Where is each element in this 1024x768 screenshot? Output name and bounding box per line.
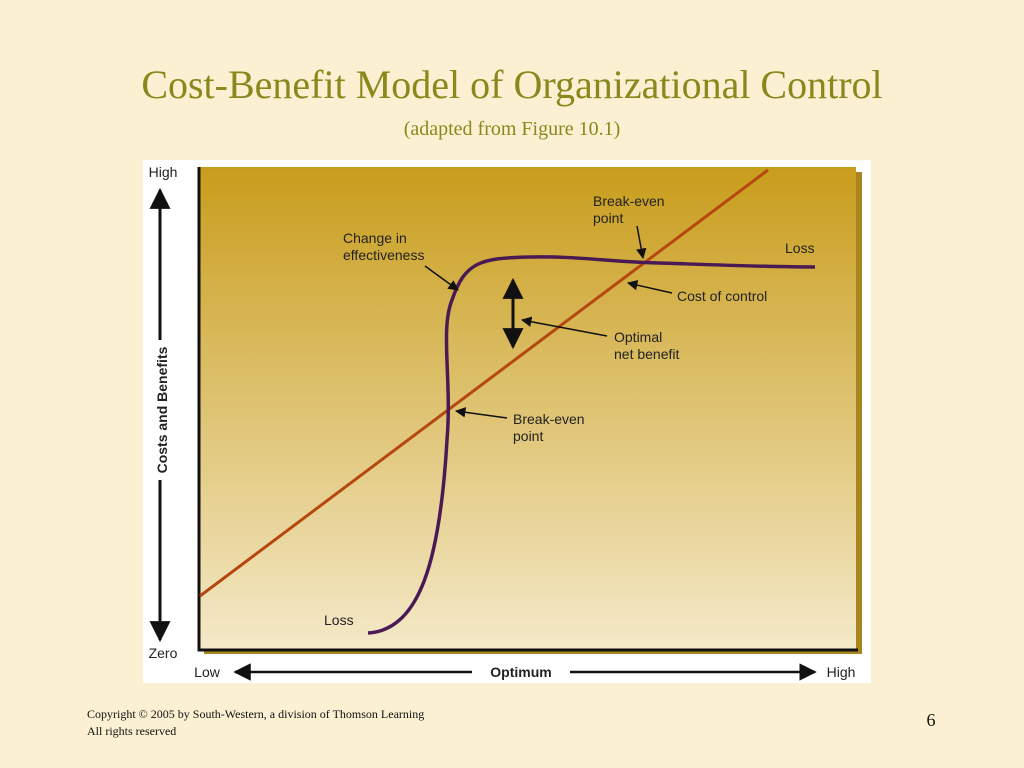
pointer: [454, 407, 508, 419]
annotation: Change in: [343, 230, 407, 246]
y-label-bg: [152, 340, 172, 480]
y-zero: Zero: [149, 645, 178, 661]
title: Cost-Benefit Model of Organizational Con…: [141, 62, 882, 107]
plot-area: [198, 167, 856, 649]
y-label: Costs and Benefits: [154, 346, 170, 473]
cost-line: [199, 168, 769, 598]
x-low: Low: [194, 664, 221, 680]
effectiveness-curve: [367, 255, 816, 635]
pointer: [424, 265, 459, 291]
subtitle: (adapted from Figure 10.1): [404, 118, 621, 140]
annotation: Break-even: [593, 193, 665, 209]
annotation: point: [513, 428, 543, 444]
pointer: [520, 316, 608, 337]
x-high: High: [827, 664, 856, 680]
copyright: All rights reserved: [87, 724, 176, 738]
plot-axes: [197, 167, 858, 652]
copyright: Copyright © 2005 by South-Western, a div…: [87, 707, 424, 721]
annotation: Cost of control: [677, 288, 767, 304]
annotation: Loss: [324, 612, 354, 628]
page-number: 6: [927, 710, 936, 730]
annotation: Break-even: [513, 411, 585, 427]
annotation: Optimal: [614, 329, 662, 345]
y-high: High: [149, 164, 178, 180]
annotation: effectiveness: [343, 247, 424, 263]
x-optimum: Optimum: [490, 664, 551, 680]
pointer: [626, 279, 673, 294]
annotation: Loss: [785, 240, 815, 256]
annotation: net benefit: [614, 346, 679, 362]
annotation: point: [593, 210, 623, 226]
x-label-bg: [472, 662, 570, 682]
pointer: [636, 225, 647, 260]
